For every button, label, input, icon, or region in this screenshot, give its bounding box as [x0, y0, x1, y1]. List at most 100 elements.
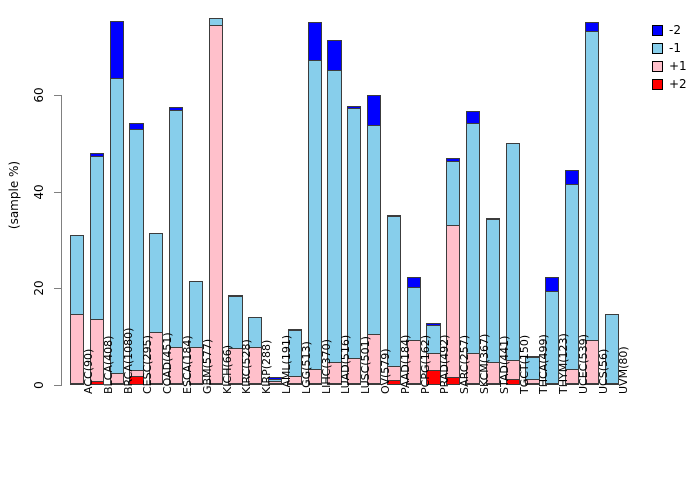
bar-column[interactable] — [565, 10, 580, 385]
legend-label: +2 — [669, 77, 687, 91]
bar-column[interactable] — [386, 10, 401, 385]
legend-label: +1 — [669, 59, 687, 73]
bar-column[interactable] — [525, 10, 540, 385]
bar-column[interactable] — [446, 10, 461, 385]
stacked-bar[interactable] — [347, 106, 362, 385]
bar-column[interactable] — [188, 10, 203, 385]
segment-minus1 — [526, 358, 539, 381]
stacked-bar[interactable] — [70, 234, 85, 385]
segment-minus1 — [328, 71, 341, 363]
legend-label: -1 — [669, 41, 681, 55]
y-axis-tick-label: 0 — [32, 381, 46, 389]
stacked-bar[interactable] — [149, 233, 164, 385]
y-axis-title-text: (sample %) — [7, 160, 21, 230]
y-axis-line — [61, 95, 62, 386]
segment-minus2 — [407, 277, 420, 288]
bar-column[interactable] — [109, 10, 124, 385]
stacked-bar[interactable] — [525, 356, 540, 385]
bar-column[interactable] — [129, 10, 144, 385]
segment-plus1 — [328, 362, 341, 384]
segment-minus1 — [605, 315, 618, 384]
stacked-bar[interactable] — [228, 295, 243, 385]
stacked-bar[interactable] — [268, 377, 283, 385]
x-axis-label: OV(579) — [379, 348, 392, 394]
bar-column[interactable] — [604, 10, 619, 385]
segment-plus2 — [387, 381, 400, 384]
stacked-bar[interactable] — [287, 329, 302, 385]
stacked-bar[interactable] — [109, 21, 124, 385]
bar-column[interactable] — [208, 10, 223, 385]
x-axis-label: BLCA(408) — [101, 335, 115, 394]
segment-minus2 — [328, 41, 341, 72]
segment-minus1 — [467, 124, 480, 354]
bar-column[interactable] — [228, 10, 243, 385]
stacked-bar[interactable] — [327, 40, 342, 385]
bar-column[interactable] — [347, 10, 362, 385]
segment-plus1 — [467, 353, 480, 384]
stacked-bar[interactable] — [466, 111, 481, 385]
legend-swatch — [652, 60, 663, 72]
bar-column[interactable] — [248, 10, 263, 385]
bar-column[interactable] — [149, 10, 164, 385]
segment-minus2 — [288, 330, 301, 332]
y-axis-tick — [54, 95, 62, 96]
bar-column[interactable] — [485, 10, 500, 385]
segment-minus2 — [308, 22, 321, 62]
bar-column[interactable] — [307, 10, 322, 385]
stacked-bar[interactable] — [485, 217, 500, 385]
bar-column[interactable] — [327, 10, 342, 385]
segment-minus1 — [189, 281, 202, 348]
segment-minus2 — [546, 277, 559, 292]
segment-minus1 — [130, 129, 143, 371]
stacked-bar[interactable] — [584, 22, 599, 385]
stacked-bar[interactable] — [89, 153, 104, 385]
bar-column[interactable] — [89, 10, 104, 385]
stacked-bar[interactable] — [446, 158, 461, 385]
bar-column[interactable] — [426, 10, 441, 385]
bar-column[interactable] — [367, 10, 382, 385]
x-axis-label: CESC(295) — [141, 335, 155, 394]
legend-swatch — [652, 42, 663, 54]
x-axis-label: ACC(90) — [82, 348, 95, 394]
stacked-bar[interactable] — [248, 317, 263, 385]
segment-plus1 — [189, 347, 202, 384]
bar-column[interactable] — [466, 10, 481, 385]
stacked-bar[interactable] — [129, 123, 144, 385]
stacked-bar[interactable] — [604, 314, 619, 385]
segment-plus1 — [288, 376, 301, 384]
stacked-bar[interactable] — [208, 17, 223, 385]
stacked-bar[interactable] — [307, 21, 322, 385]
legend-label: -2 — [669, 23, 681, 37]
bar-column[interactable] — [268, 10, 283, 385]
segment-minus1 — [288, 331, 301, 377]
y-axis-tick-label: 40 — [32, 184, 46, 200]
x-axis-label: LUAD(516) — [339, 334, 353, 394]
segment-plus2 — [90, 381, 103, 384]
x-axis-label: GBM(577) — [200, 338, 214, 394]
bar-column[interactable] — [406, 10, 421, 385]
bar-column[interactable] — [505, 10, 520, 385]
x-axis-label: COAD(451) — [161, 332, 175, 394]
stacked-bar[interactable] — [386, 214, 401, 385]
stacked-bar[interactable] — [188, 280, 203, 385]
segment-plus1 — [427, 354, 440, 371]
stacked-bar[interactable] — [545, 276, 560, 385]
segment-minus1 — [110, 79, 123, 374]
bar-column[interactable] — [287, 10, 302, 385]
bar-column[interactable] — [70, 10, 85, 385]
stacked-bar[interactable] — [565, 170, 580, 385]
legend-item: -2 — [652, 22, 698, 38]
stacked-bar[interactable] — [367, 95, 382, 385]
x-axis-label: KIRC(528) — [240, 339, 254, 394]
stacked-bar[interactable] — [505, 143, 520, 385]
stacked-bar[interactable] — [426, 322, 441, 385]
segment-minus1 — [546, 291, 559, 384]
stacked-bar[interactable] — [406, 276, 421, 385]
bar-column[interactable] — [584, 10, 599, 385]
segment-plus1 — [170, 348, 183, 384]
stacked-bar[interactable] — [169, 106, 184, 385]
bar-column[interactable] — [545, 10, 560, 385]
bar-column[interactable] — [169, 10, 184, 385]
x-axis-label: KICH(66) — [220, 345, 234, 394]
